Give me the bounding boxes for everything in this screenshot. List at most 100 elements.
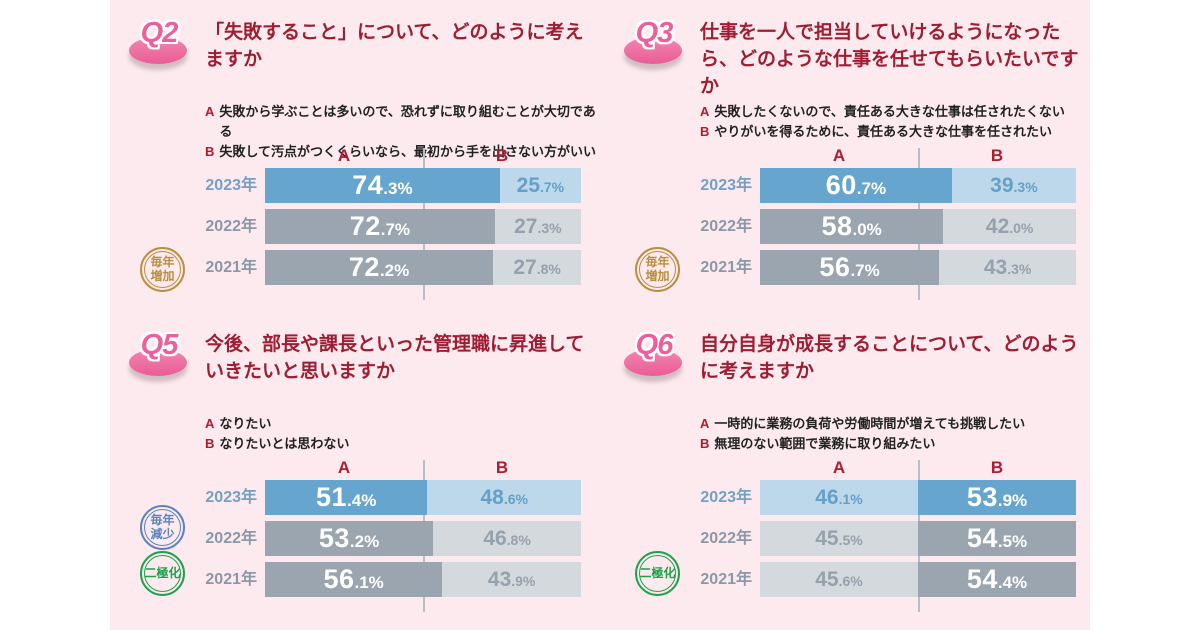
value-dec: .4% [997, 573, 1028, 592]
value-int: 72 [349, 211, 381, 241]
bar-row-2022: 2022年 58.0% 42.0% [623, 209, 1093, 244]
value-int: 48 [480, 485, 504, 509]
bar-segment-a: 58.0% [760, 209, 944, 244]
value-dec: .3% [383, 179, 413, 198]
option-text: なりたいとは思わない [219, 436, 350, 451]
column-header-a: A [337, 146, 351, 165]
value-dec: .9% [997, 491, 1028, 510]
value-int: 54 [966, 523, 998, 553]
bar-segment-a: 60.7% [760, 168, 952, 203]
value-dec: .0% [852, 220, 882, 239]
option-text: なりたい [219, 416, 272, 431]
value-label: 51.4% [316, 482, 376, 513]
bar-row-2022: 2022年 45.5% 54.5% [623, 521, 1093, 556]
value-label: 56.1% [323, 564, 383, 595]
option-line: A 一時的に業務の負荷や労働時間が増えても挑戦したい [700, 414, 1093, 434]
q-badge-ellipse-icon [129, 349, 187, 376]
value-dec: .8% [506, 531, 531, 548]
column-header-b: B [495, 458, 509, 477]
value-dec: .5% [997, 532, 1028, 551]
bar-row-2022: 2022年 72.7% 27.3% [128, 209, 598, 244]
value-dec: .5% [838, 531, 863, 548]
column-header-b: B [495, 146, 509, 165]
value-label: 72.7% [350, 211, 410, 242]
bar-chart: A B 2023年 74.3% 25.7% 2022年 72.7% 27.3% … [128, 146, 598, 300]
value-int: 51 [316, 482, 348, 512]
bar-row-2023: 2023年 51.4% 48.6% [128, 480, 598, 515]
value-dec: .7% [540, 178, 565, 195]
bar-segment-a: 53.2% [265, 521, 434, 556]
options-list: A 失敗から学ぶことは多いので、恐れずに取り組むことが大切である B 失敗して汚点が… [205, 100, 598, 159]
value-dec: .3% [537, 219, 562, 236]
value-dec: .3% [1013, 178, 1038, 195]
value-int: 46 [815, 485, 839, 509]
value-int: 53 [318, 523, 350, 553]
value-label: 27.3% [514, 215, 561, 239]
bar-segment-b: 54.4% [918, 562, 1076, 597]
option-key: B [205, 436, 215, 451]
column-header-a: A [832, 458, 846, 477]
bar-segment-a: 56.7% [760, 250, 940, 285]
option-line: A なりたい [205, 414, 598, 434]
value-dec: .7% [380, 220, 411, 239]
option-key: A [700, 416, 710, 431]
bar-chart: A B 2023年 60.7% 39.3% 2022年 58.0% 42.0% … [623, 146, 1093, 300]
annotation-badge-increase: 毎年 増加 [635, 247, 680, 292]
bar-row-2023: 2023年 60.7% 39.3% [623, 168, 1093, 203]
value-label: 58.0% [821, 211, 881, 242]
bar-segment-a: 46.1% [760, 480, 918, 515]
question-title: 今後、部長や課長といった管理職に昇進していきたいと思いますか [205, 334, 585, 382]
value-label: 25.7% [517, 174, 564, 198]
column-headers: A B [265, 146, 598, 168]
bar-pair: 51.4% 48.6% [265, 480, 581, 515]
value-int: 27 [513, 255, 537, 279]
column-headers: A B [265, 458, 598, 480]
option-text: 無理のない範囲で業務に取り組みたい [714, 436, 936, 451]
value-int: 53 [966, 482, 998, 512]
bar-segment-b: 42.0% [943, 209, 1076, 244]
value-label: 48.6% [480, 486, 527, 510]
value-dec: .7% [856, 179, 887, 198]
column-headers: A B [760, 458, 1093, 480]
bar-row-2023: 2023年 46.1% 53.9% [623, 480, 1093, 515]
q-number-badge: Q2 [128, 17, 190, 74]
annotation-badge-decrease: 毎年 減少 [140, 505, 185, 550]
question-title: 「失敗すること」について、どのように考えますか [205, 22, 584, 70]
option-key: A [700, 104, 710, 119]
panel-q6: Q6 自分自身が成長することについて、どのように考えますか A 一時的に業務の負荷… [623, 329, 1093, 612]
bar-segment-a: 45.5% [760, 521, 918, 556]
options-list: A 一時的に業務の負荷や労働時間が増えても挑戦したい B 無理のない範囲で業務に取り… [700, 412, 1093, 458]
option-line: B やりがいを得るために、責任ある大きな仕事を任されたい [700, 122, 1093, 142]
value-int: 42 [985, 214, 1010, 238]
column-header-b: B [990, 146, 1004, 165]
value-int: 60 [825, 170, 857, 200]
value-int: 46 [483, 526, 507, 550]
bar-pair: 72.2% 27.8% [265, 250, 581, 285]
bar-pair: 60.7% 39.3% [760, 168, 1076, 203]
option-line: A 失敗したくないので、責任ある大きな仕事は任されたくない [700, 102, 1093, 122]
bar-row-2022: 2022年 53.2% 46.8% [128, 521, 598, 556]
bar-segment-a: 51.4% [265, 480, 428, 515]
value-label: 43.3% [984, 256, 1031, 280]
q-number-badge: Q5 [128, 329, 190, 386]
bar-segment-a: 72.2% [265, 250, 494, 285]
value-label: 56.7% [819, 252, 879, 283]
panel-q5: Q5 今後、部長や課長といった管理職に昇進していきたいと思いますか A なりたい … [128, 329, 598, 612]
bar-chart: A B 2023年 46.1% 53.9% 2022年 45.5% 54.5% … [623, 458, 1093, 612]
option-key: A [205, 416, 215, 431]
value-dec: .3% [1007, 260, 1032, 277]
value-int: 54 [966, 564, 998, 594]
q-badge-label: Q2 [140, 17, 179, 49]
annotation-badge-polarization: 二極化 [140, 551, 185, 596]
bar-row-2021: 2021年 56.1% 43.9% [128, 562, 598, 597]
value-dec: .6% [503, 490, 528, 507]
value-dec: .4% [347, 491, 377, 510]
value-label: 43.9% [488, 568, 535, 592]
q-badge-ellipse-icon [129, 37, 187, 64]
column-header-a: A [832, 146, 846, 165]
bar-segment-b: 46.8% [433, 521, 581, 556]
value-label: 27.8% [513, 256, 560, 280]
bar-segment-a: 56.1% [265, 562, 443, 597]
badge-line: 二極化 [639, 565, 676, 580]
option-text: 失敗から学ぶことは多いので、恐れずに取り組むことが大切である [219, 104, 596, 139]
